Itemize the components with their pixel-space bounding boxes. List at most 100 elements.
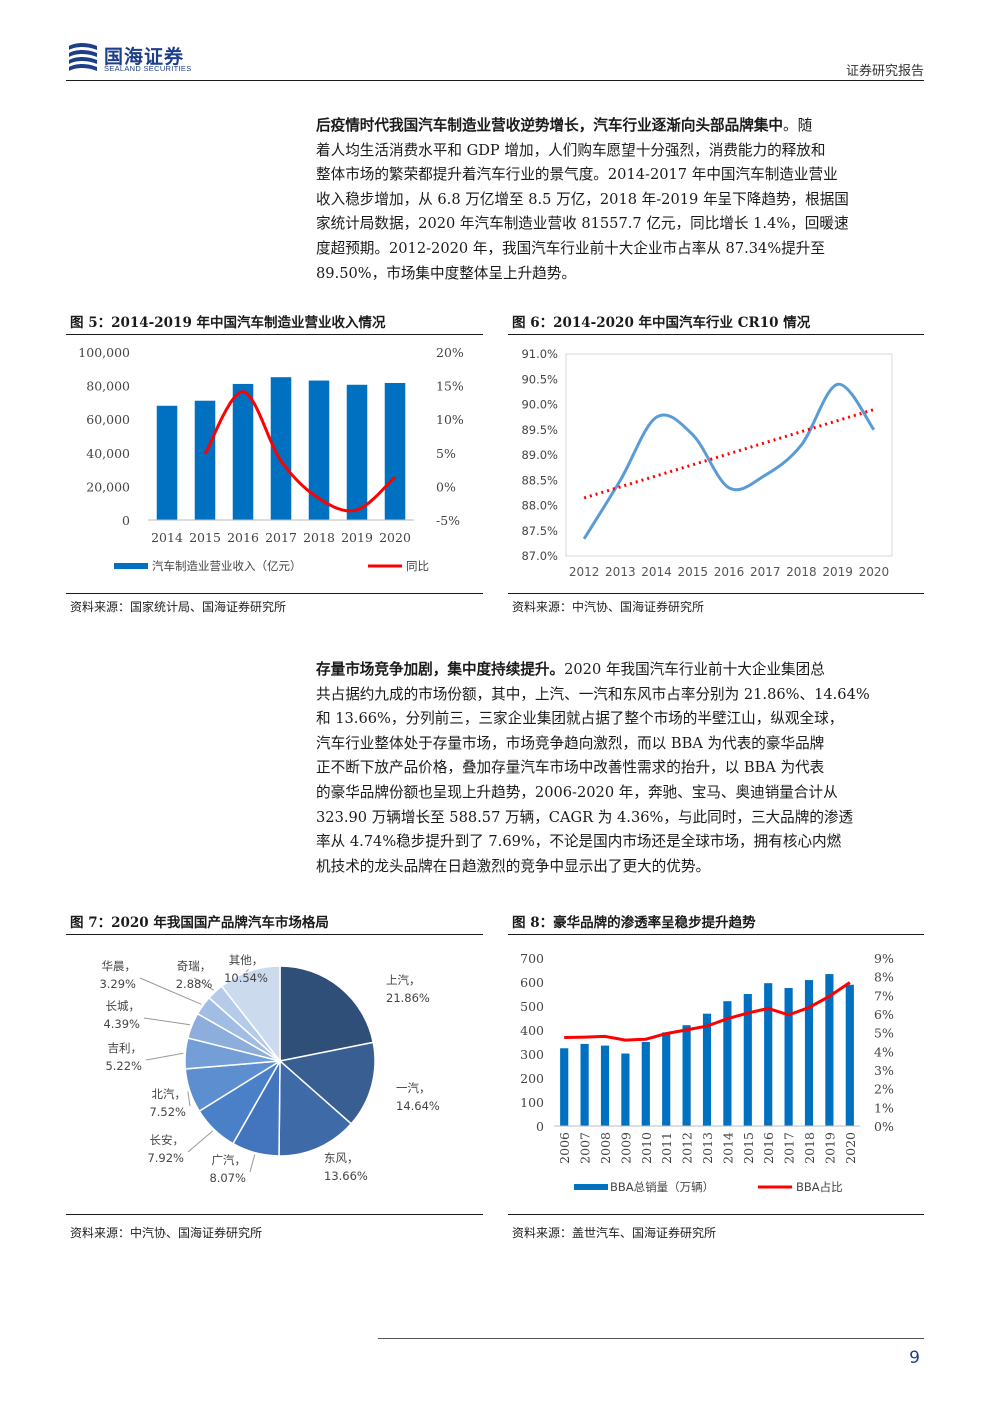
fig7-slice-label: 华晨， xyxy=(102,959,137,973)
page-number: 9 xyxy=(909,1348,920,1368)
fig6-trend-line xyxy=(583,408,875,500)
fig7-leader-line xyxy=(145,1052,184,1061)
logo-en: SEALAND SECURITIES xyxy=(104,64,192,73)
fig8-bar xyxy=(600,1045,610,1126)
fig7-slice-label: 一汽， xyxy=(396,1081,431,1095)
sealand-logo-icon xyxy=(69,43,97,71)
fig8-y2-tick: 7% xyxy=(874,988,894,1003)
fig8-share-line xyxy=(564,981,851,1042)
fig8-y2-tick: 8% xyxy=(874,970,894,985)
fig5-x-tick: 2017 xyxy=(265,530,297,545)
fig8-bar xyxy=(682,1025,691,1126)
fig5-y2-tick: 20% xyxy=(436,345,464,360)
header-divider xyxy=(66,80,924,81)
paragraph-2-line: 的豪华品牌份额也呈现上升趋势，2006-2020 年，奔驰、宝马、奥迪销量合计从 xyxy=(316,783,838,801)
para2-first-tail: 2020 年我国汽车行业前十大企业集团总 xyxy=(564,661,825,678)
fig6-top-rule xyxy=(508,334,924,335)
fig5-bar xyxy=(194,400,216,520)
fig7-slice-label: 其他， xyxy=(229,953,264,967)
fig7-slice-label: 长安， xyxy=(150,1133,185,1147)
paragraph-2: 存量市场竞争加剧，集中度持续提升。2020 年我国汽车行业前十大企业集团总 共占… xyxy=(316,658,922,879)
footer-divider xyxy=(378,1338,924,1339)
fig5-y-tick: 20,000 xyxy=(86,479,130,494)
fig8-x-tick: 2014 xyxy=(720,1132,735,1164)
paragraph-2-line: 机技术的龙头品牌在日趋激烈的竞争中显示出了更大的优势。 xyxy=(316,857,711,875)
paragraph-1-line: 整体市场的繁荣都提升着汽车行业的景气度。2014-2017 年中国汽车制造业营业 xyxy=(316,166,838,184)
fig6-title: 图 6：2014-2020 年中国汽车行业 CR10 情况 xyxy=(512,315,811,331)
fig8-bar xyxy=(580,1043,589,1126)
fig8-y2-tick: 9% xyxy=(874,951,894,966)
fig8-x-tick: 2012 xyxy=(680,1132,695,1164)
paragraph-2-line: 和 13.66%，分列前三，三家企业集团就占据了整个市场的半壁江山，纵观全球， xyxy=(316,710,844,728)
fig8-x-tick: 2016 xyxy=(761,1132,776,1164)
fig5-legend-bar: 汽车制造业营业收入（亿元） xyxy=(152,559,302,573)
paragraph-2-line: 率从 4.74%稳步提升到了 7.69%，不论是国内市场还是全球市场，拥有核心内… xyxy=(316,833,842,851)
fig8-x-tick: 2018 xyxy=(802,1132,817,1164)
fig5-bar xyxy=(308,380,330,520)
paragraph-2-line: 323.90 万辆增长至 588.57 万辆，CAGR 为 4.36%，与此同时… xyxy=(316,808,854,826)
fig8-y-tick: 300 xyxy=(520,1047,544,1062)
fig8-x-tick: 2019 xyxy=(822,1132,837,1164)
paragraph-2-line: 汽车行业整体处于存量市场，市场竞争趋向激烈，而以 BBA 为代表的豪华品牌 xyxy=(316,734,825,752)
fig7-slice-pct: 7.52% xyxy=(149,1105,186,1119)
fig7-top-rule xyxy=(66,934,483,935)
fig7-leader-line xyxy=(245,968,249,973)
fig5-title: 图 5：2014-2019 年中国汽车制造业营业收入情况 xyxy=(70,315,386,331)
fig5-y-tick: 0 xyxy=(122,513,130,528)
fig7-pie-slice xyxy=(278,1059,353,1157)
fig8-x-tick: 2015 xyxy=(741,1132,756,1164)
fig5-y2-tick: -5% xyxy=(436,513,460,528)
fig7-bottom-rule xyxy=(66,1214,483,1215)
fig8-y2-tick: 0% xyxy=(874,1119,894,1134)
fig5-y-tick: 40,000 xyxy=(86,446,130,461)
fig8-y-tick: 100 xyxy=(520,1095,544,1110)
fig6-y-tick: 88.0% xyxy=(521,499,558,513)
fig8-bar xyxy=(723,1001,732,1126)
fig5-x-tick: 2015 xyxy=(189,530,221,545)
fig7-slice-label: 东风， xyxy=(324,1151,359,1165)
fig6-chart: 87.0% 87.5% 88.0% 88.5% 89.0% 89.5% 90.0% 90.5%… xyxy=(521,347,893,579)
fig6-cr10-line xyxy=(582,382,876,540)
fig6-y-tick: 90.5% xyxy=(521,372,558,386)
paragraph-2-line: 正不断下放产品价格，叠加存量汽车市场中改善性需求的抬升，以 BBA 为代表 xyxy=(316,759,825,777)
fig6-x-tick: 2017 xyxy=(750,565,781,579)
fig8-legend-line: BBA占比 xyxy=(796,1180,843,1194)
paragraph-2-line: 共占据约九成的市场份额，其中，上汽、一汽和东风市占率分别为 21.86%、14.… xyxy=(316,685,870,703)
fig8-y-tick: 500 xyxy=(520,999,544,1014)
fig8-y2-tick: 6% xyxy=(874,1007,894,1022)
fig6-x-tick: 2020 xyxy=(859,565,890,579)
fig7-leader-line xyxy=(143,1017,191,1026)
fig7-leader-line xyxy=(249,1154,256,1173)
logo-cn: 国海证券 xyxy=(104,46,185,68)
fig5-x-tick: 2020 xyxy=(379,530,411,545)
fig6-y-tick: 89.0% xyxy=(521,448,558,462)
fig5-yoy-line xyxy=(203,389,397,513)
fig8-y-tick: 200 xyxy=(520,1071,544,1086)
para1-first-tail: 。随 xyxy=(783,117,813,134)
fig8-source: 资料来源：盖世汽车、国海证券研究所 xyxy=(512,1226,717,1240)
fig8-x-tick: 2008 xyxy=(598,1132,613,1164)
fig8-top-rule xyxy=(508,934,924,935)
fig7-slice-label: 广汽， xyxy=(212,1153,247,1167)
fig5-y-tick: 100,000 xyxy=(78,345,130,360)
fig8-legend-bar-swatch xyxy=(574,1184,608,1190)
fig6-x-tick: 2018 xyxy=(786,565,817,579)
fig7-slice-pct: 7.92% xyxy=(147,1151,184,1165)
fig5-x-tick: 2014 xyxy=(151,530,183,545)
fig6-x-tick: 2019 xyxy=(822,565,853,579)
fig8-y2-tick: 3% xyxy=(874,1063,894,1078)
fig5-y2-tick: 10% xyxy=(436,412,464,427)
fig7-leader-line xyxy=(193,977,214,991)
paragraph-1-line: 着人均生活消费水平和 GDP 增加，人们购车愿望十分强烈，消费能力的释放和 xyxy=(316,141,826,159)
fig7-slice-pct: 2.88% xyxy=(176,977,213,991)
fig8-bar xyxy=(641,1042,650,1126)
fig5-bar xyxy=(156,405,178,520)
report-type: 证券研究报告 xyxy=(845,64,924,79)
paragraph-1: 后疫情时代我国汽车制造业营收逆势增长，汽车行业逐渐向头部品牌集中。随 着人均生活… xyxy=(316,114,922,286)
fig8-legend-bar: BBA总销量（万辆） xyxy=(610,1180,714,1194)
fig7-leader-line xyxy=(139,977,202,1005)
fig6-x-tick: 2014 xyxy=(641,565,672,579)
fig7-slice-label: 北汽， xyxy=(152,1087,187,1101)
fig7-slice-pct: 13.66% xyxy=(324,1169,368,1183)
fig7-slice-pct: 8.07% xyxy=(209,1171,246,1185)
